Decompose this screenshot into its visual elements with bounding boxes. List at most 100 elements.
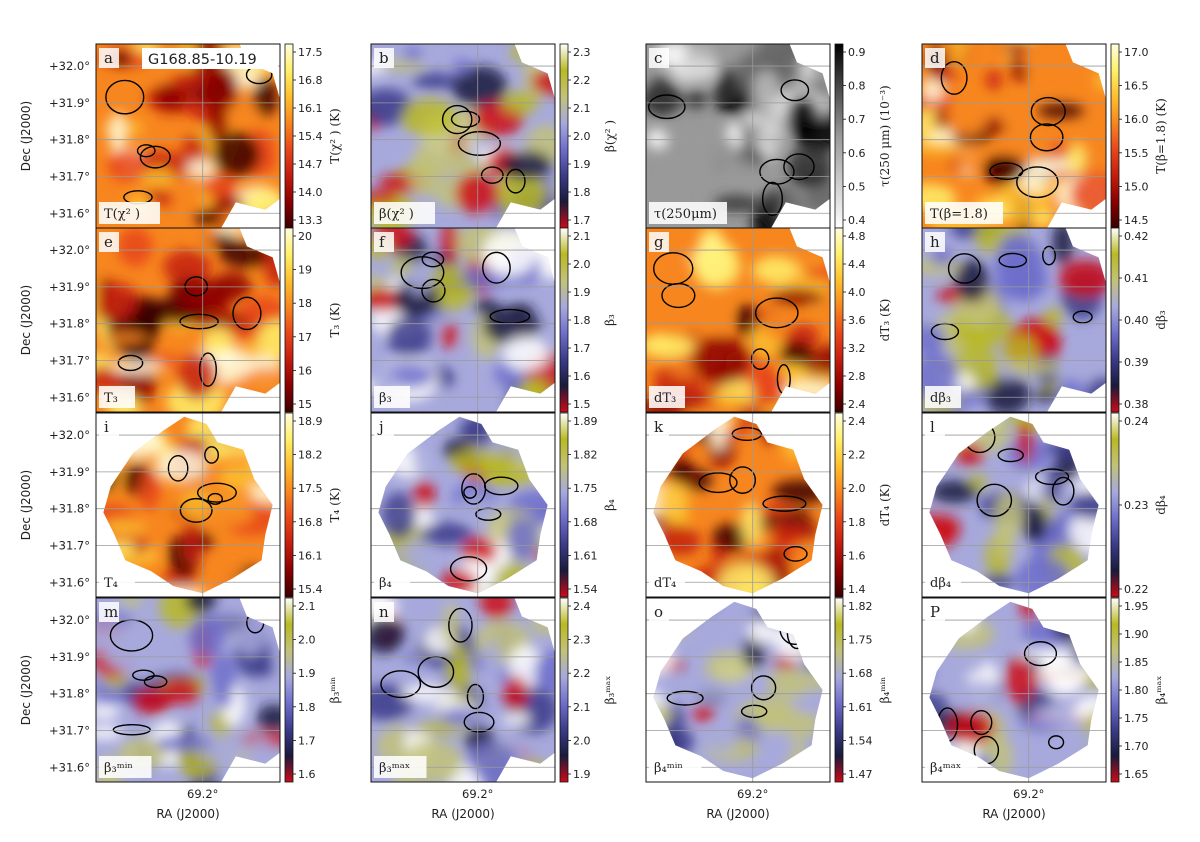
colorbar: 1.82 1.75 1.68 1.61 1.54 1.47 β₄ᵐⁱⁿ <box>834 597 892 783</box>
panel-g: g dT₃ 4.8 4.4 4.0 3.6 3.2 2.8 2.4 dT₃ (K) <box>645 227 892 413</box>
coordinate-grid <box>646 598 830 782</box>
panel-quantity-label: τ(250μm) <box>654 207 717 222</box>
colorbar-tick-label: 0.5 <box>848 180 866 193</box>
colorbar-tick-label: 0.40 <box>1124 314 1149 327</box>
colorbar-tick-label: 2.1 <box>573 102 591 115</box>
panel-frame <box>921 412 1107 598</box>
colorbar-tick-label: 1.8 <box>573 314 591 327</box>
panel-quantity-label: β₃ <box>379 391 392 406</box>
colorbar-tick-label: 2.0 <box>573 734 591 747</box>
colorbar: 17.5 16.8 16.1 15.4 14.7 14.0 13.3 T(χ² ) (K) <box>284 43 342 229</box>
colorbar: 17.0 16.5 16.0 15.5 15.0 14.5 T(β=1.8) (K) <box>1110 43 1168 229</box>
colorbar: 2.4 2.2 2.0 1.8 1.6 1.4 dT₄ (K) <box>834 412 892 598</box>
colorbar-tick-label: 1.9 <box>573 286 591 299</box>
colorbar-tick-label: 3.6 <box>848 314 866 327</box>
colorbar-title: β(χ² ) <box>603 120 617 152</box>
x-tick-label: 69.2° <box>187 787 218 801</box>
colorbar-tick-label: 17 <box>298 331 312 344</box>
colorbar-tick-label: 18.2 <box>298 449 323 462</box>
colorbar-tick-label: 2.3 <box>573 634 591 647</box>
colorbar-title: τ(250 μm) (10⁻³) <box>878 85 892 187</box>
panel-d: d T(β=1.8) 17.0 16.5 16.0 15.5 15.0 14.5 T(β=1.8… <box>921 43 1168 229</box>
x-axis: 69.2° RA (J2000) <box>706 787 769 821</box>
panel-quantity-label: T(β=1.8) <box>930 207 988 222</box>
colorbar-tick-label: 2.3 <box>573 46 591 59</box>
x-axis: 69.2° RA (J2000) <box>431 787 494 821</box>
colorbar-tick-label: 14.7 <box>298 158 323 171</box>
y-axis: +32.0° +31.9° +31.8° +31.7° +31.6° Dec (J2000… <box>19 613 90 774</box>
panel-letter: b <box>379 49 389 67</box>
colorbar-tick-label: 1.61 <box>573 549 598 562</box>
y-axis: +32.0° +31.9° +31.8° +31.7° +31.6° Dec (J2000… <box>19 243 90 404</box>
colorbar-tick-label: 0.6 <box>848 147 866 160</box>
y-axis-label: Dec (J2000) <box>19 101 33 171</box>
colorbar-tick-label: 16.0 <box>1124 113 1149 126</box>
colorbar-tick-label: 1.9 <box>573 768 591 781</box>
colorbar-title: dβ₄ <box>1154 495 1168 515</box>
panel-frame <box>95 412 281 598</box>
y-tick-label: +31.9° <box>49 280 90 294</box>
colorbar-title: T(χ² ) (K) <box>328 108 342 163</box>
colorbar-tick-label: 0.39 <box>1124 356 1149 369</box>
region-name: G168.85-10.19 <box>148 52 257 68</box>
panel-frame <box>645 597 831 783</box>
map-image <box>646 228 830 412</box>
colorbar: 1.89 1.82 1.75 1.68 1.61 1.54 β₄ <box>559 412 617 598</box>
colorbar-tick-label: 1.90 <box>1124 628 1149 641</box>
colorbar-tick-label: 1.82 <box>848 600 873 613</box>
map-image <box>371 598 555 782</box>
colorbar-tick-label: 1.4 <box>848 583 866 596</box>
colorbar-tick-label: 1.8 <box>848 516 866 529</box>
panel-quantity-label: T₄ <box>104 576 118 591</box>
colorbar-tick-label: 1.8 <box>573 186 591 199</box>
colorbar-title: T(β=1.8) (K) <box>1154 98 1168 174</box>
coordinate-grid <box>96 413 280 597</box>
colorbar-tick-label: 1.61 <box>848 701 873 714</box>
colorbar-tick-label: 15.4 <box>298 130 323 143</box>
panel-j: j β₄ 1.89 1.82 1.75 1.68 1.61 1.54 β₄ <box>370 412 617 598</box>
colorbar-tick-label: 3.2 <box>848 342 866 355</box>
colorbar-tick-label: 1.70 <box>1124 740 1149 753</box>
colorbar-tick-label: 0.8 <box>848 80 866 93</box>
colorbar-tick-label: 15.5 <box>1124 147 1149 160</box>
panel-letter: g <box>654 233 664 251</box>
coordinate-grid <box>922 413 1106 597</box>
colorbar-tick-label: 2.4 <box>573 600 591 613</box>
colorbar-title: β₄ᵐⁱⁿ <box>878 677 892 704</box>
colorbar-tick-label: 1.54 <box>573 583 598 596</box>
colorbar-title: dT₃ (K) <box>878 299 892 342</box>
colorbar-tick-label: 15.4 <box>298 583 323 596</box>
colorbar-tick-label: 2.2 <box>573 667 591 680</box>
colorbar-tick-label: 2.8 <box>848 370 866 383</box>
colorbar-tick-label: 13.3 <box>298 214 323 227</box>
panel-letter: o <box>654 603 663 621</box>
colorbar-tick-label: 1.47 <box>848 768 873 781</box>
colorbar: 1.95 1.90 1.85 1.80 1.75 1.70 1.65 β₄ᵐᵃˣ <box>1110 597 1168 783</box>
panel-quantity-label: β(χ² ) <box>379 207 414 222</box>
coordinate-grid <box>96 598 280 782</box>
y-tick-label: +32.0° <box>49 428 90 442</box>
panel-quantity-label: β₄ <box>379 576 392 591</box>
y-tick-label: +31.7° <box>49 723 90 737</box>
panel-quantity-label: β₄ᵐᵃˣ <box>930 761 961 776</box>
panel-quantity-label: T₃ <box>104 391 118 406</box>
colorbar-tick-label: 1.7 <box>298 734 316 747</box>
colorbar-tick-label: 15.0 <box>1124 180 1149 193</box>
panel-letter: f <box>379 233 386 251</box>
panel-letter: i <box>104 418 109 436</box>
y-axis-label: Dec (J2000) <box>19 655 33 725</box>
y-axis: +32.0° +31.9° +31.8° +31.7° +31.6° Dec (J2000… <box>19 428 90 589</box>
colorbar: 2.4 2.3 2.2 2.1 2.0 1.9 β₃ᵐᵃˣ <box>559 597 617 783</box>
colorbar-tick-label: 2.4 <box>848 398 866 411</box>
y-tick-label: +31.8° <box>49 133 90 147</box>
colorbar-title: dβ₃ <box>1154 310 1168 330</box>
colorbar-tick-label: 1.75 <box>848 634 873 647</box>
panel-frame <box>95 597 281 783</box>
colorbar-tick-label: 1.89 <box>573 415 598 428</box>
colorbar-tick-label: 16.1 <box>298 549 323 562</box>
colorbar-tick-label: 2.0 <box>848 482 866 495</box>
y-tick-label: +31.7° <box>49 169 90 183</box>
colorbar-title: β₃ <box>603 314 617 326</box>
colorbar-tick-label: 1.9 <box>573 158 591 171</box>
colorbar-tick-label: 0.4 <box>848 214 866 227</box>
